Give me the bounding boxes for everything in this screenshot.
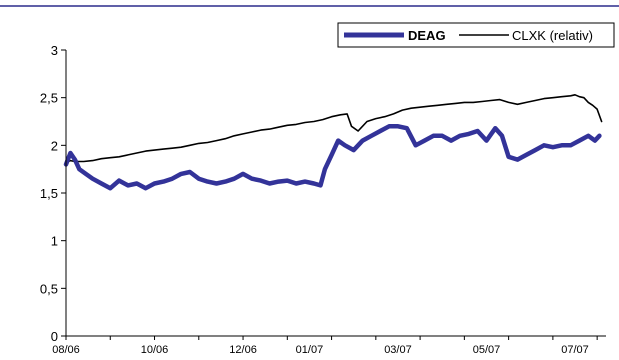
series-lines bbox=[63, 94, 603, 191]
x-tick-label: 05/07 bbox=[473, 344, 501, 356]
y-tick-label: 0,5 bbox=[40, 281, 58, 296]
series-line-clxk bbox=[65, 94, 603, 164]
y-tick-label: 2,5 bbox=[40, 91, 58, 106]
y-tick-label: 0 bbox=[51, 329, 58, 344]
x-tick-label: 03/07 bbox=[384, 344, 412, 356]
legend-label-deag: DEAG bbox=[408, 28, 446, 43]
legend: DEAG CLXK (relativ) bbox=[337, 22, 615, 48]
legend-label-clxk: CLXK (relativ) bbox=[512, 28, 593, 43]
x-tick-label: 01/07 bbox=[296, 344, 324, 356]
series-line-deag bbox=[63, 124, 602, 191]
x-tick-label: 10/06 bbox=[141, 344, 169, 356]
y-tick-label: 2 bbox=[51, 138, 58, 153]
y-tick-label: 1 bbox=[51, 234, 58, 249]
y-tick-label: 1,5 bbox=[40, 186, 58, 201]
x-tick-label: 12/06 bbox=[229, 344, 257, 356]
y-tick-label: 3 bbox=[51, 43, 58, 58]
axes: 0 0,5 1 1,5 2 2,5 3 08/06 10/06 12/06 01/07 03/07 05… bbox=[40, 43, 606, 356]
x-tick-label: 07/07 bbox=[561, 344, 589, 356]
x-tick-label: 08/06 bbox=[52, 344, 80, 356]
